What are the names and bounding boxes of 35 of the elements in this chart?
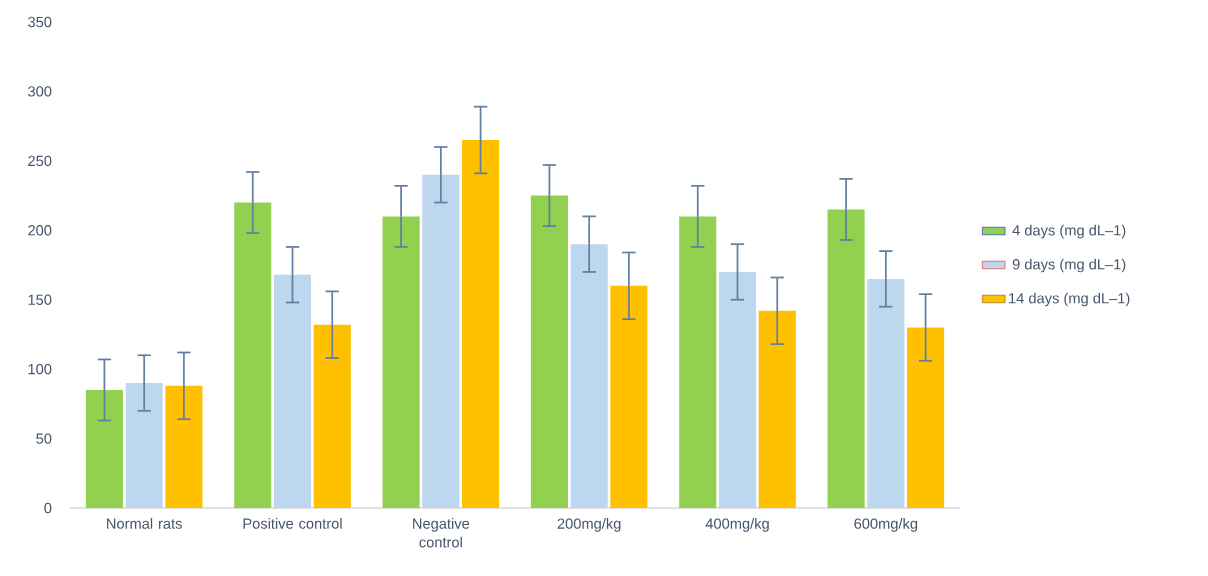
y-tick-label: 150 [28, 294, 52, 305]
bar [234, 202, 272, 508]
legend-label: 9 days (mg dL–1) [1012, 258, 1126, 273]
y-tick-label: 350 [28, 16, 52, 28]
bar [125, 383, 163, 508]
bar [827, 209, 865, 508]
bar [907, 327, 945, 508]
x-tick-label: Positive control [243, 518, 342, 529]
y-tick-label: 50 [36, 433, 52, 444]
bar [867, 278, 905, 508]
bar [273, 274, 312, 508]
bar [679, 216, 717, 508]
y-tick-label: 200 [28, 225, 52, 236]
bar [718, 271, 757, 508]
y-tick-label: 250 [28, 155, 52, 167]
x-tick-label: 400mg/kg [705, 518, 769, 532]
x-tick-label: 600mg/kg [854, 518, 918, 532]
legend-label: 14 days (mg dL–1) [1009, 292, 1130, 307]
bar [530, 195, 568, 508]
legend-label: 4 days (mg dL–1) [1012, 224, 1126, 239]
bar [570, 244, 608, 508]
bar [610, 285, 648, 508]
bar [422, 174, 460, 508]
x-tick-label: Negative control [413, 518, 470, 548]
bar [462, 140, 500, 508]
x-tick-label: Normal rats [107, 518, 182, 529]
bar [382, 216, 420, 508]
bar [85, 389, 123, 508]
x-tick-label: 200mg/kg [557, 518, 621, 532]
y-tick-label: 0 [44, 502, 52, 514]
bar [165, 385, 203, 508]
y-tick-label: 100 [28, 363, 52, 375]
bar [313, 324, 351, 508]
y-tick-label: 300 [28, 86, 52, 97]
bar [758, 310, 796, 508]
